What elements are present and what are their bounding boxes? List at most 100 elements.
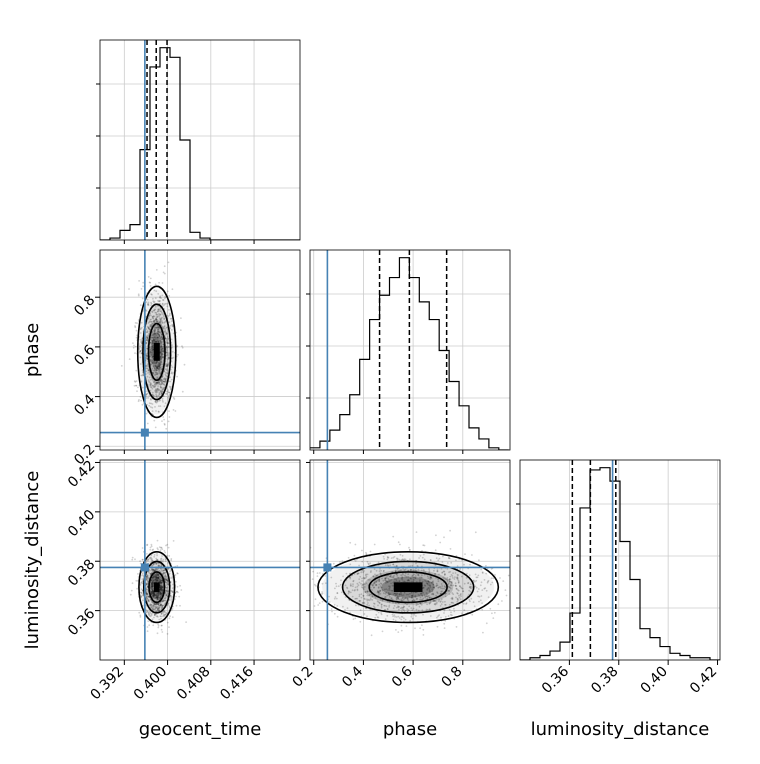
sample-point bbox=[150, 582, 153, 585]
sample-point bbox=[158, 335, 161, 337]
sample-point bbox=[368, 604, 370, 607]
sample-point bbox=[151, 607, 154, 610]
sample-point bbox=[150, 361, 153, 363]
sample-point bbox=[374, 584, 377, 586]
sample-point bbox=[158, 367, 161, 370]
sample-point bbox=[158, 596, 160, 599]
sample-point bbox=[164, 334, 167, 336]
sample-point bbox=[146, 574, 149, 577]
sample-point bbox=[166, 365, 169, 368]
sample-point bbox=[154, 597, 157, 599]
sample-point bbox=[389, 575, 391, 578]
sample-point bbox=[168, 385, 171, 388]
sample-point bbox=[380, 586, 383, 589]
sample-point bbox=[150, 591, 153, 594]
x-tick-label: 0.8 bbox=[439, 664, 466, 691]
sample-point bbox=[361, 577, 363, 580]
sample-point bbox=[157, 309, 160, 312]
sample-point bbox=[158, 618, 161, 621]
sample-point bbox=[158, 391, 161, 394]
sample-point bbox=[146, 583, 148, 586]
sample-point bbox=[336, 592, 339, 595]
sample-point bbox=[165, 578, 168, 581]
sample-point bbox=[152, 591, 155, 594]
sample-point bbox=[157, 300, 159, 302]
sample-point bbox=[155, 318, 158, 321]
sample-point bbox=[149, 349, 152, 351]
sample-point bbox=[455, 576, 458, 579]
sample-point bbox=[166, 390, 168, 393]
sample-point bbox=[159, 603, 162, 606]
sample-point bbox=[159, 549, 162, 552]
sample-point bbox=[157, 387, 159, 390]
sample-point bbox=[511, 568, 513, 570]
sample-point bbox=[161, 581, 163, 583]
sample-point bbox=[382, 570, 385, 573]
sample-point bbox=[160, 587, 163, 590]
sample-point bbox=[163, 569, 166, 571]
sample-point bbox=[149, 378, 152, 381]
sample-point bbox=[165, 584, 168, 587]
sample-point bbox=[163, 571, 166, 574]
sample-point bbox=[394, 568, 397, 570]
sample-point bbox=[146, 559, 148, 561]
sample-point bbox=[159, 364, 162, 366]
sample-point bbox=[155, 390, 158, 393]
sample-point bbox=[385, 576, 388, 579]
sample-point bbox=[406, 603, 408, 606]
sample-point bbox=[368, 594, 370, 597]
sample-point bbox=[165, 575, 168, 578]
sample-point bbox=[155, 360, 158, 363]
sample-point bbox=[142, 373, 144, 376]
sample-point bbox=[154, 373, 157, 376]
sample-point bbox=[151, 394, 154, 396]
sample-point bbox=[167, 338, 170, 340]
sample-point bbox=[156, 610, 159, 612]
sample-point bbox=[153, 386, 156, 389]
sample-point bbox=[163, 325, 166, 327]
sample-point bbox=[160, 345, 163, 348]
sample-point bbox=[328, 595, 330, 598]
sample-point bbox=[130, 589, 133, 592]
sample-point bbox=[148, 613, 150, 616]
sample-point bbox=[365, 551, 367, 554]
sample-point bbox=[428, 570, 431, 572]
sample-point bbox=[157, 329, 160, 331]
sample-point bbox=[166, 592, 169, 595]
sample-point bbox=[152, 354, 154, 356]
sample-point bbox=[378, 580, 380, 583]
sample-point bbox=[161, 592, 163, 595]
sample-point bbox=[461, 612, 463, 615]
sample-point bbox=[169, 595, 172, 598]
sample-point bbox=[161, 303, 164, 306]
sample-point bbox=[149, 350, 152, 353]
sample-point bbox=[160, 581, 163, 584]
sample-point bbox=[137, 293, 140, 296]
sample-point bbox=[158, 381, 160, 384]
sample-point bbox=[376, 591, 379, 594]
sample-point bbox=[171, 346, 173, 349]
sample-point bbox=[158, 592, 161, 595]
sample-point bbox=[154, 575, 157, 577]
sample-point bbox=[158, 594, 160, 597]
sample-point bbox=[149, 587, 152, 590]
sample-point bbox=[153, 360, 155, 363]
sample-point bbox=[155, 576, 158, 578]
sample-point bbox=[146, 354, 149, 357]
sample-point bbox=[370, 634, 373, 637]
sample-point bbox=[425, 592, 428, 594]
sample-point bbox=[460, 595, 462, 597]
sample-point bbox=[150, 557, 153, 560]
sample-point bbox=[160, 368, 163, 371]
sample-point bbox=[151, 569, 154, 572]
x-tick-label: 0.42 bbox=[687, 664, 720, 697]
sample-point bbox=[372, 586, 375, 589]
sample-point bbox=[128, 358, 131, 360]
sample-point bbox=[415, 531, 418, 533]
sample-point bbox=[423, 558, 426, 561]
sample-point bbox=[157, 574, 159, 577]
sample-point bbox=[165, 302, 168, 305]
sample-point bbox=[153, 369, 156, 372]
sample-point bbox=[165, 377, 168, 380]
sample-point bbox=[151, 340, 153, 342]
